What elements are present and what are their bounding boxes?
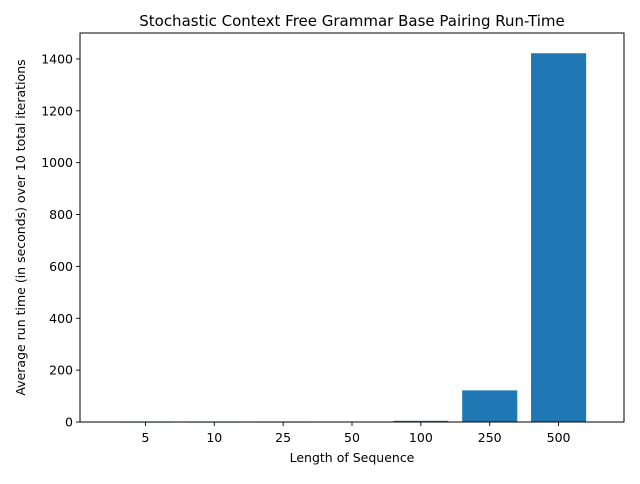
y-tick-label: 1400 [41, 51, 73, 66]
y-tick-label: 1200 [41, 103, 73, 118]
y-axis-ticks: 0 200 400 600 800 1000 1200 1400 [41, 51, 80, 430]
x-tick-label: 25 [275, 430, 291, 445]
x-tick-label: 100 [409, 430, 433, 445]
x-tick-label: 500 [547, 430, 571, 445]
y-tick-label: 1000 [41, 155, 73, 170]
x-tick-label: 10 [206, 430, 222, 445]
chart-title: Stochastic Context Free Grammar Base Pai… [139, 12, 565, 30]
y-tick-label: 200 [49, 363, 73, 378]
y-tick-label: 600 [49, 259, 73, 274]
y-axis-label: Average run time (in seconds) over 10 to… [13, 59, 28, 395]
y-tick-label: 800 [49, 207, 73, 222]
bar-500 [531, 53, 587, 423]
x-tick-label: 5 [141, 430, 149, 445]
x-tick-label: 50 [344, 430, 360, 445]
bar-100 [393, 420, 449, 422]
x-axis-ticks: 5 10 25 50 100 250 500 [141, 422, 571, 445]
x-tick-label: 250 [478, 430, 502, 445]
y-tick-label: 400 [49, 311, 73, 326]
y-tick-label: 0 [65, 415, 73, 430]
bar-250 [462, 390, 518, 422]
bars-group [117, 53, 587, 423]
x-axis-label: Length of Sequence [290, 450, 415, 465]
